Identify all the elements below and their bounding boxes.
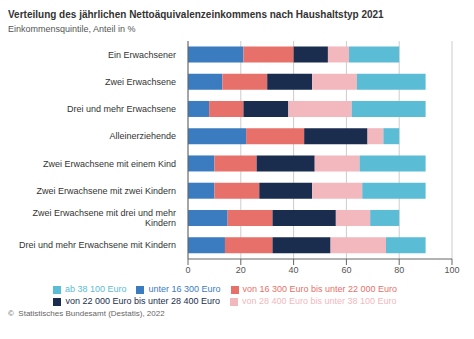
svg-text:20: 20 [236,265,246,275]
svg-text:Zwei Erwachsene mit einem Kind: Zwei Erwachsene mit einem Kind [43,159,176,169]
svg-text:40: 40 [289,265,299,275]
svg-text:Drei und mehr Erwachsene mit K: Drei und mehr Erwachsene mit Kindern [19,240,176,250]
svg-text:Drei und mehr Erwachsene: Drei und mehr Erwachsene [67,104,176,114]
svg-text:Ein Erwachsener: Ein Erwachsener [108,50,176,60]
html-text:ab 38 100 Euro: ab 38 100 Euro [64,284,127,294]
svg-text:0: 0 [185,265,190,275]
html-text:von 28 400 Euro bis unter 38 1: von 28 400 Euro bis unter 38 100 Euro [242,296,397,306]
svg-text:100: 100 [444,265,459,275]
html-text:Verteilung des jährlichen Nett: Verteilung des jährlichen Nettoäquivalen… [8,9,384,20]
html-text:von 22 000 Euro bis unter 28 4: von 22 000 Euro bis unter 28 400 Euro [65,296,220,306]
svg-text:60: 60 [341,265,351,275]
svg-text:Zwei Erwachsene mit zwei Kinde: Zwei Erwachsene mit zwei Kindern [36,186,176,196]
html-text:von 16 300 Euro bis unter 22 0: von 16 300 Euro bis unter 22 000 Euro [242,284,398,294]
html-text:unter 16 300 Euro: unter 16 300 Euro [148,284,221,294]
html-text:© Statistisches Bundesamt (Des: © Statistisches Bundesamt (Destatis), 20… [8,309,165,318]
svg-text:80: 80 [394,265,404,275]
svg-text:Zwei Erwachsene mit drei und m: Zwei Erwachsene mit drei und mehrKindern [32,208,176,228]
svg-text:Alleinerziehende: Alleinerziehende [109,131,176,141]
html-text:Einkommensquintile, Anteil in: Einkommensquintile, Anteil in % [8,24,136,34]
svg-text:Zwei Erwachsene: Zwei Erwachsene [105,77,176,87]
